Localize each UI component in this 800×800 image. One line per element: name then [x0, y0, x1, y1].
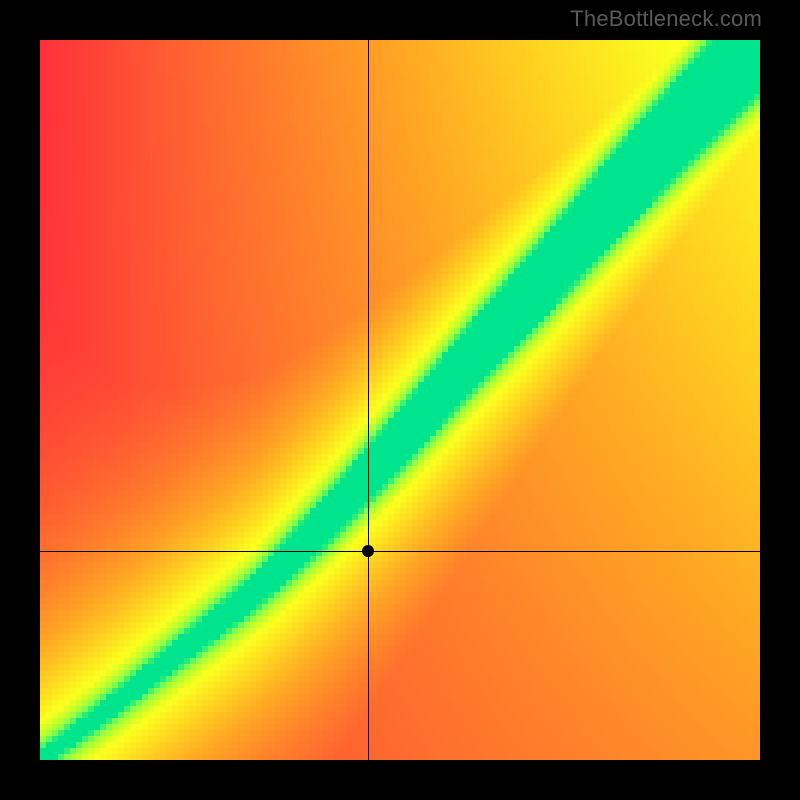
crosshair-horizontal: [40, 551, 760, 552]
heatmap-canvas: [40, 40, 760, 760]
bottleneck-heatmap: [40, 40, 760, 760]
crosshair-marker-dot: [362, 545, 374, 557]
attribution-text: TheBottleneck.com: [570, 6, 762, 32]
crosshair-vertical: [368, 40, 369, 760]
